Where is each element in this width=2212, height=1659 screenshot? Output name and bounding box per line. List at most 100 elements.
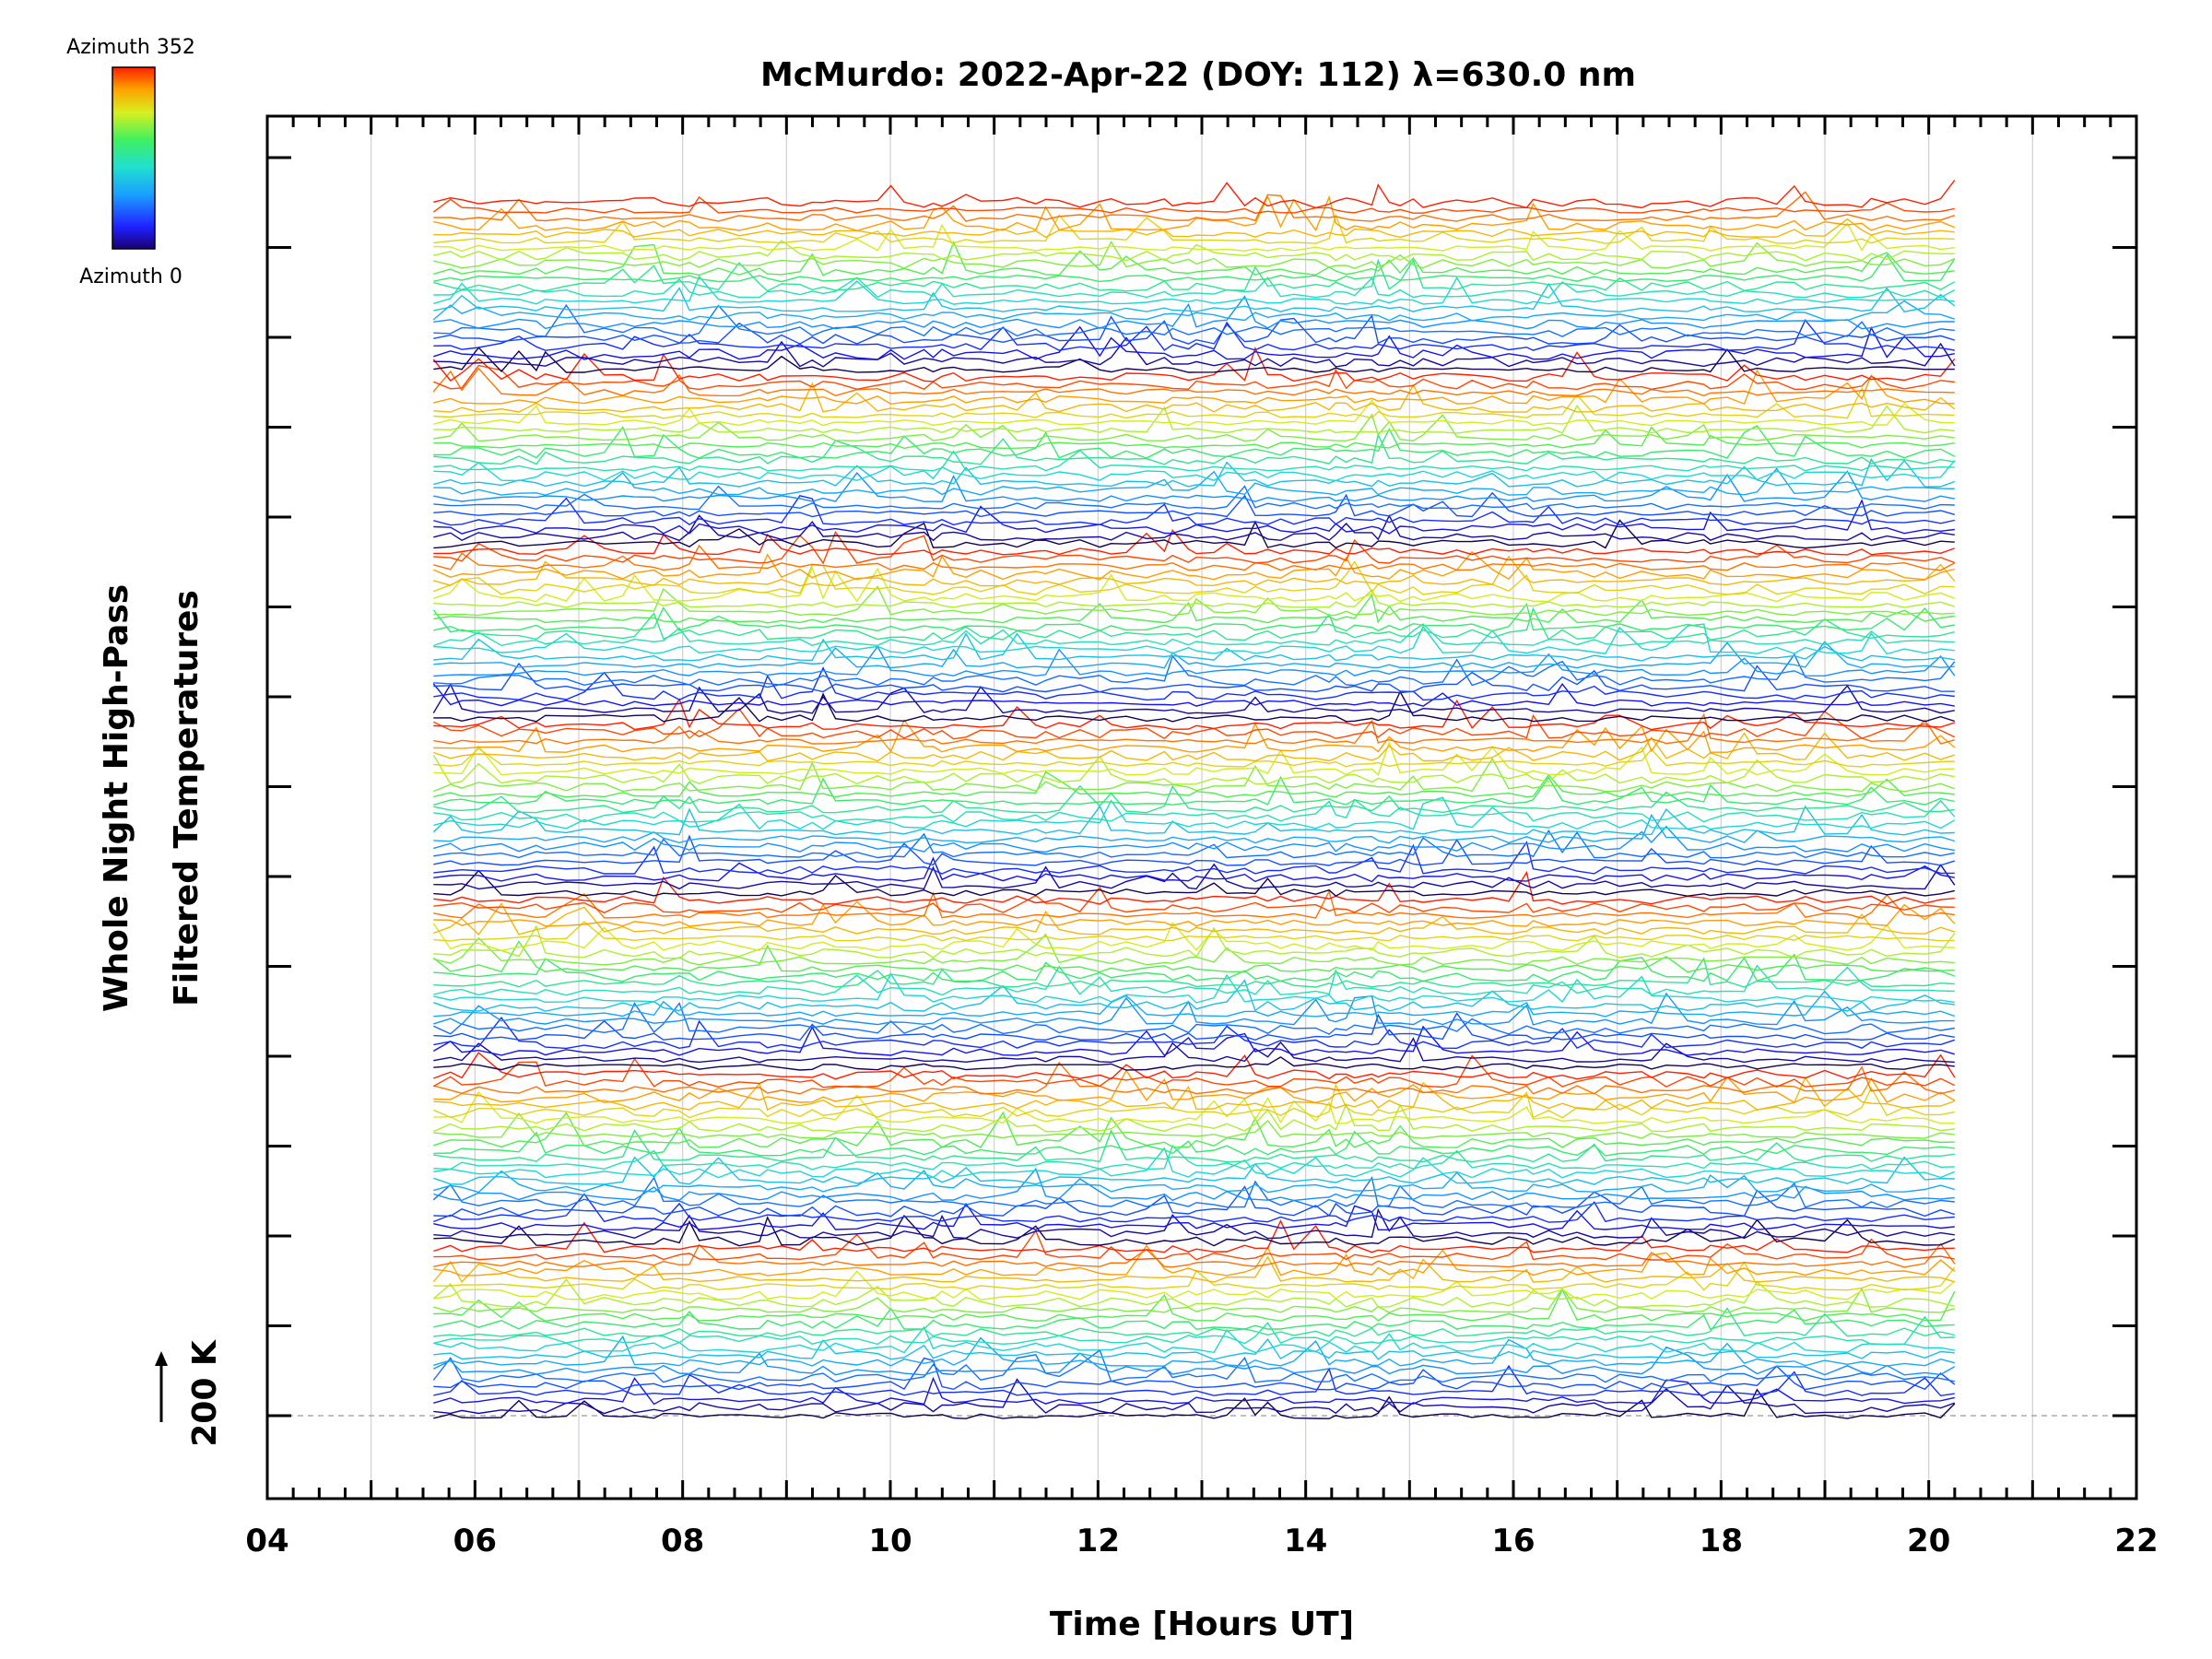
series-line [432, 1278, 1955, 1308]
series-line [433, 1090, 1955, 1124]
series-line [433, 775, 1955, 806]
series-line [433, 1388, 1956, 1419]
series-line [433, 1052, 1956, 1080]
colorbar-bottom-label: Azimuth 0 [79, 265, 182, 288]
series-line [433, 386, 1955, 419]
series-line [433, 585, 1955, 617]
series-line [433, 544, 1956, 571]
series-line [433, 529, 1956, 556]
series-line [433, 1126, 1955, 1157]
series-line [433, 1111, 1955, 1148]
x-tick-label: 10 [868, 1523, 912, 1559]
scale-marker: 200 K [155, 1339, 224, 1447]
series-line [432, 1054, 1956, 1088]
series-line [432, 1025, 1955, 1057]
series-line [433, 253, 1956, 283]
series-line [433, 602, 1955, 632]
scale-label: 200 K [186, 1339, 224, 1447]
series-line [433, 1156, 1955, 1185]
series-line [433, 886, 1955, 914]
series-line [433, 180, 1956, 209]
x-tick-label: 18 [1700, 1523, 1743, 1559]
series-line [433, 495, 1955, 526]
series-line [432, 300, 1956, 322]
series-line [433, 1335, 1955, 1367]
series-line [433, 258, 1956, 292]
x-tick-label: 06 [453, 1523, 497, 1559]
series-line [433, 957, 1955, 988]
series-line [433, 347, 1955, 373]
series-line [433, 485, 1955, 511]
series-line [433, 560, 1955, 595]
series-line [433, 900, 1956, 927]
series-line [433, 336, 1956, 368]
series-line [432, 754, 1955, 785]
scale-arrow-head [155, 1351, 168, 1366]
series-line [433, 1288, 1956, 1323]
series-line [433, 869, 1955, 898]
series-line [433, 318, 1955, 351]
series-line [433, 240, 1956, 269]
series-line [433, 953, 1956, 982]
series-line [433, 1147, 1956, 1179]
series-line [432, 683, 1955, 714]
series-line [432, 1255, 1956, 1283]
x-tick-label: 20 [1907, 1523, 1950, 1559]
series-line [433, 194, 1956, 232]
series-line [433, 555, 1956, 587]
series-line [433, 1012, 1955, 1041]
series-line [433, 666, 1955, 701]
series-line [432, 683, 1955, 707]
series-line [433, 1129, 1955, 1163]
x-tick-label: 16 [1491, 1523, 1535, 1559]
series-line [433, 275, 1955, 305]
series-line [433, 1144, 1955, 1171]
series-line [433, 1207, 1955, 1240]
series-line [433, 1325, 1955, 1354]
x-tick-label: 12 [1077, 1523, 1120, 1559]
x-axis-tick-labels: 04 06 08 10 12 14 16 18 20 22 [245, 1523, 2158, 1559]
series-line [433, 399, 1955, 427]
series-line [433, 972, 1955, 1004]
series-line [433, 1170, 1955, 1194]
series-line [433, 757, 1956, 793]
series-line [433, 1357, 1956, 1391]
series-line [433, 589, 1956, 608]
series-line [433, 1167, 1955, 1202]
series-line [432, 195, 1955, 215]
series-line [432, 922, 1955, 952]
series-line [433, 1219, 1955, 1253]
series-line [433, 641, 1955, 669]
series-line [433, 425, 1956, 459]
series-line [433, 747, 1955, 768]
series-line [433, 645, 1956, 677]
series-line [433, 719, 1956, 753]
x-axis-ticks [265, 116, 2138, 1499]
series-line [433, 240, 1955, 276]
series-line [433, 771, 1955, 798]
colorbar-top-label: Azimuth 352 [66, 36, 195, 59]
series-line [433, 1364, 1955, 1397]
series-line [433, 295, 1955, 330]
series-line [433, 213, 1955, 244]
series-line [432, 606, 1955, 641]
series-line [433, 834, 1956, 866]
series-line [433, 413, 1955, 442]
x-tick-label: 08 [661, 1523, 704, 1559]
series-line [433, 1102, 1955, 1133]
series-line [433, 491, 1955, 518]
series-line [432, 805, 1955, 836]
series-line [433, 1185, 1956, 1218]
y-axis-ticks [267, 156, 2136, 1418]
chart-title: McMurdo: 2022-Apr-22 (DOY: 112) λ=630.0 … [760, 56, 1636, 94]
series-line [433, 1082, 1955, 1119]
series-line [433, 1376, 1955, 1406]
series-line [433, 813, 1956, 844]
series-line [433, 222, 1955, 253]
series-line [433, 921, 1955, 942]
colorbar: Azimuth 352 Azimuth 0 [66, 36, 195, 288]
series-line [433, 514, 1955, 542]
series-line [433, 1261, 1956, 1291]
series-line [432, 347, 1956, 382]
